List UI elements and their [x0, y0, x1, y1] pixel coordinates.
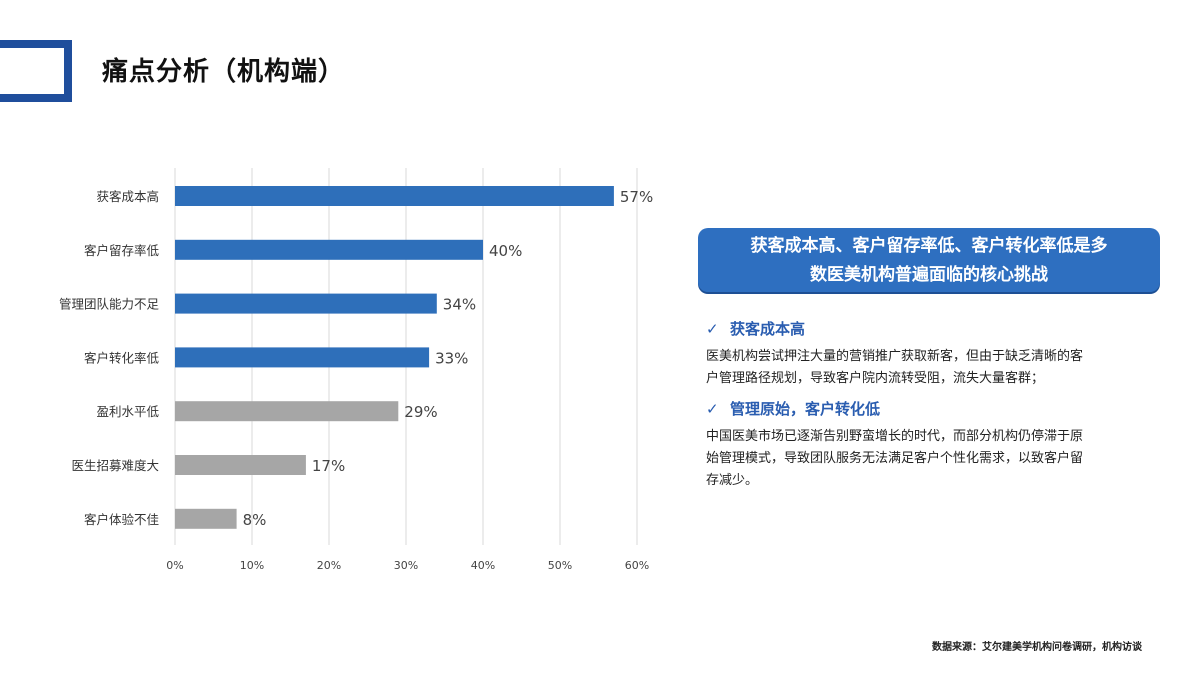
- value-label: 57%: [620, 188, 653, 206]
- category-label: 管理团队能力不足: [59, 297, 160, 312]
- value-label: 34%: [443, 296, 476, 314]
- key-finding-callout: 获客成本高、客户留存率低、客户转化率低是多 数医美机构普遍面临的核心挑战: [698, 228, 1160, 292]
- value-label: 29%: [404, 403, 437, 421]
- x-tick-label: 20%: [317, 559, 341, 572]
- x-tick-label: 60%: [625, 559, 649, 572]
- x-tick-label: 50%: [548, 559, 572, 572]
- section-line: 户管理路径规划，导致客户院内流转受阻，流失大量客群；: [706, 371, 1045, 386]
- bar: [175, 347, 430, 368]
- value-label: 8%: [243, 511, 267, 529]
- check-icon: ✓: [706, 400, 719, 418]
- category-label: 盈利水平低: [96, 404, 159, 419]
- section-heading-text: 管理原始，客户转化低: [730, 400, 881, 418]
- section-line: 始管理模式，导致团队服务无法满足客户个性化需求，以致客户留: [706, 451, 1084, 466]
- x-tick-label: 40%: [471, 559, 495, 572]
- x-tick-label: 10%: [240, 559, 264, 572]
- section-line: 存减少。: [706, 473, 759, 488]
- data-source-note: 数据来源：艾尔建美学机构问卷调研，机构访谈: [932, 642, 1142, 653]
- callout-line-2: 数医美机构普遍面临的核心挑战: [810, 265, 1048, 285]
- bar: [175, 455, 306, 475]
- bar: [175, 239, 483, 260]
- section-line: 医美机构尝试押注大量的营销推广获取新客，但由于缺乏清晰的客: [706, 349, 1084, 364]
- category-label: 获客成本高: [96, 189, 159, 204]
- check-icon: ✓: [706, 320, 719, 338]
- callout-line-1: 获客成本高、客户留存率低、客户转化率低是多: [750, 236, 1108, 256]
- bar: [175, 401, 399, 422]
- x-tick-label: 30%: [394, 559, 418, 572]
- section-heading-acquisition: ✓ 获客成本高: [706, 318, 805, 339]
- section-heading-management: ✓ 管理原始，客户转化低: [706, 398, 880, 419]
- logo-frame: [0, 40, 72, 102]
- x-tick-label: 0%: [166, 559, 183, 572]
- section-line: 中国医美市场已逐渐告别野蛮增长的时代，而部分机构仍停滞于原: [706, 429, 1084, 444]
- page-title: 痛点分析（机构端）: [102, 57, 346, 87]
- category-label: 客户体验不佳: [84, 512, 159, 527]
- section-body-acquisition: 医美机构尝试押注大量的营销推广获取新客，但由于缺乏清晰的客 户管理路径规划，导致…: [706, 346, 1151, 390]
- value-label: 33%: [435, 349, 468, 367]
- section-heading-text: 获客成本高: [730, 320, 806, 338]
- category-label: 客户留存率低: [84, 243, 160, 258]
- section-body-management: 中国医美市场已逐渐告别野蛮增长的时代，而部分机构仍停滞于原 始管理模式，导致团队…: [706, 426, 1151, 492]
- category-label: 医生招募难度大: [71, 458, 159, 473]
- bar: [175, 186, 614, 206]
- bar: [175, 293, 437, 314]
- bar: [175, 508, 237, 529]
- category-label: 客户转化率低: [84, 350, 160, 365]
- value-label: 17%: [312, 457, 345, 475]
- value-label: 40%: [489, 242, 522, 260]
